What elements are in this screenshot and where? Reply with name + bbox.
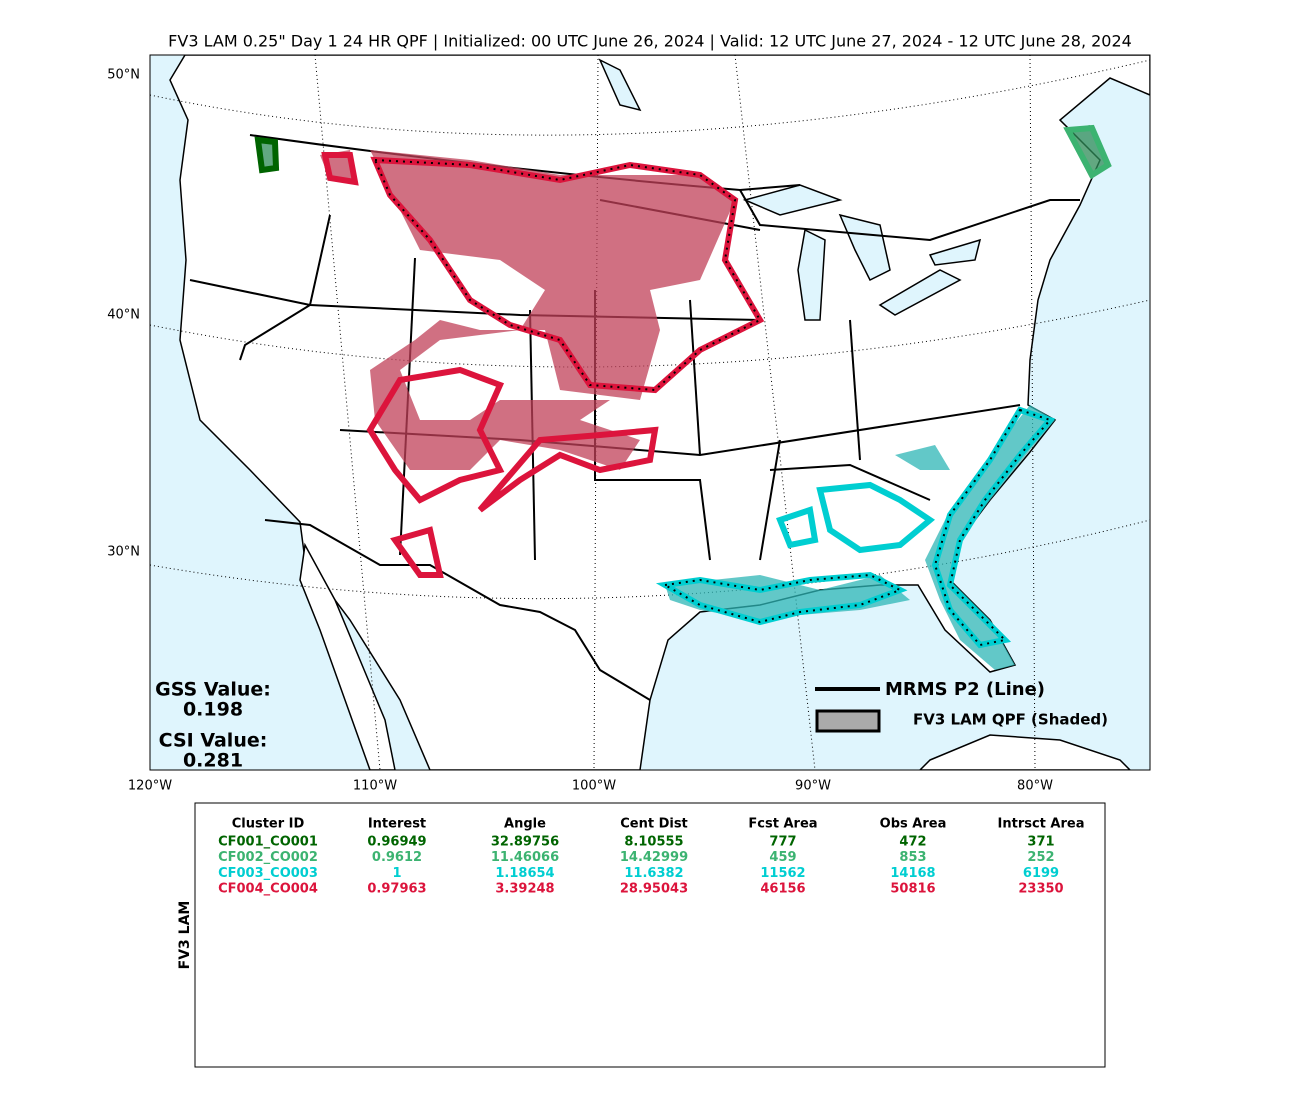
cuba	[918, 734, 1132, 770]
table-header: Cluster ID	[232, 817, 305, 832]
table-header: Fcst Area	[748, 817, 817, 832]
table-cell: 23350	[1018, 882, 1063, 897]
csi-label: CSI Value:	[159, 730, 268, 752]
legend-swatch	[815, 709, 881, 733]
table-cell: 472	[899, 835, 926, 850]
map	[149, 54, 1151, 771]
table-cell: 1	[392, 866, 401, 881]
table-cell: 459	[769, 850, 796, 865]
csi-value: 0.281	[183, 750, 243, 772]
gss-value: 0.198	[183, 699, 243, 721]
baja	[299, 542, 396, 770]
lon-label: 110°W	[353, 779, 397, 794]
table-frame	[194, 802, 1106, 1068]
table-cell: CF001_CO001	[218, 835, 318, 850]
lat-label: 40°N	[107, 308, 140, 323]
table-cell: 1.18654	[495, 866, 554, 881]
table-cell: 6199	[1023, 866, 1059, 881]
table-cell: 14168	[890, 866, 935, 881]
table-cell: 50816	[890, 882, 935, 897]
lon-label: 90°W	[795, 779, 831, 794]
table-cell: CF003_CO003	[218, 866, 318, 881]
table-cell: 32.89756	[491, 835, 559, 850]
table-cell: 0.96949	[367, 835, 426, 850]
mrms-outlines	[254, 124, 1112, 649]
legend: MRMS P2 (Line) FV3 LAM QPF (Shaded)	[815, 679, 1108, 733]
legend-line-label: MRMS P2 (Line)	[885, 679, 1045, 700]
gss-label: GSS Value:	[155, 679, 271, 701]
graticule	[150, 55, 1150, 770]
lakes	[598, 58, 982, 321]
table-cell: 252	[1027, 850, 1054, 865]
table-header: Intrsct Area	[998, 817, 1085, 832]
legend-shaded-label: FV3 LAM QPF (Shaded)	[913, 711, 1108, 729]
table-cell: 11562	[760, 866, 805, 881]
table-header: Obs Area	[880, 817, 947, 832]
table-side-label: FV3 LAM	[177, 901, 193, 970]
table-cell: CF002_CO002	[218, 850, 318, 865]
table-cell: 853	[899, 850, 926, 865]
lon-label: 120°W	[128, 779, 172, 794]
lon-label: 80°W	[1017, 779, 1053, 794]
table-cell: 46156	[760, 882, 805, 897]
table-cell: 371	[1027, 835, 1054, 850]
table-header: Cent Dist	[620, 817, 688, 832]
table-header: Interest	[368, 817, 426, 832]
table-cell: 0.97963	[367, 882, 426, 897]
table-cell: CF004_CO004	[218, 882, 318, 897]
table: Cluster ID Interest Angle Cent Dist Fcst Are…	[218, 817, 1084, 897]
table-cell: 3.39248	[495, 882, 554, 897]
table-cell: 8.10555	[624, 835, 683, 850]
table-header: Angle	[504, 817, 546, 832]
lon-label: 100°W	[572, 779, 616, 794]
table-cell: 11.6382	[624, 866, 683, 881]
title: FV3 LAM 0.25" Day 1 24 HR QPF | Initiali…	[168, 32, 1132, 51]
table-cell: 777	[769, 835, 796, 850]
lat-label: 50°N	[107, 68, 140, 83]
table-cell: 28.95043	[620, 882, 688, 897]
table-cell: 11.46066	[491, 850, 559, 865]
table-cell: 14.42999	[620, 850, 688, 865]
scores: GSS Value: 0.198 CSI Value: 0.281	[155, 679, 271, 772]
graticule-labels: 50°N 40°N 30°N 120°W 110°W 100°W 90°W 80…	[107, 68, 1053, 794]
lat-label: 30°N	[107, 545, 140, 560]
table-cell: 0.9612	[372, 850, 422, 865]
map-frame	[149, 54, 1151, 771]
